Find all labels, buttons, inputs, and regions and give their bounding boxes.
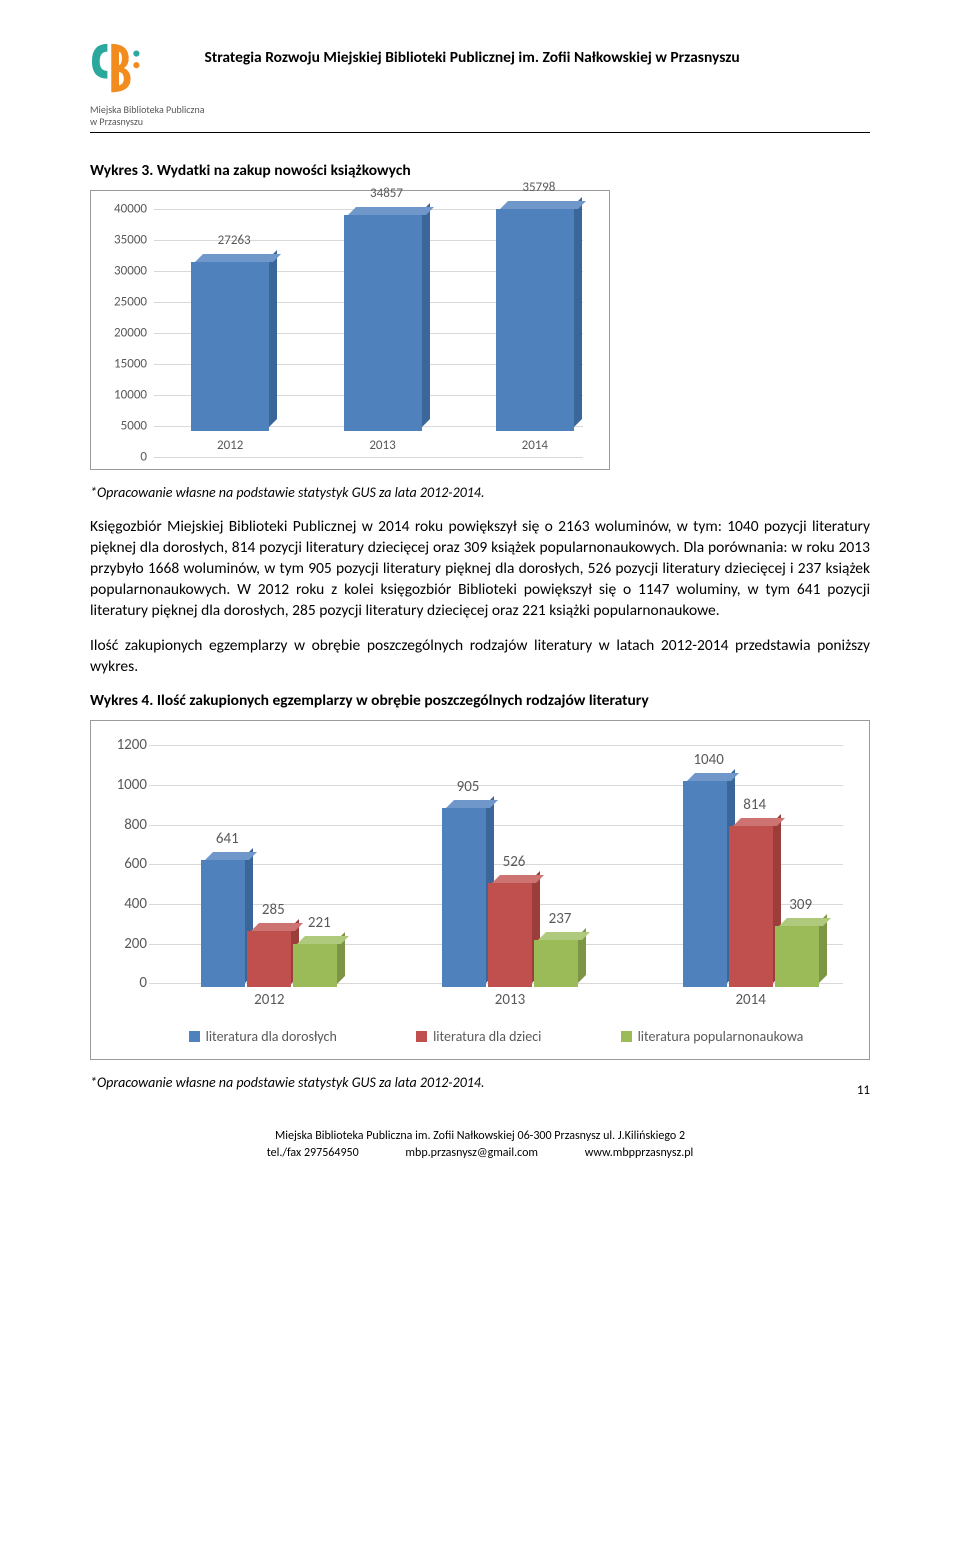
chart1-bar <box>496 209 574 431</box>
chart2-ytick: 1000 <box>99 776 147 794</box>
chart2-xlabel: 2013 <box>495 991 525 1009</box>
footer-url: www.mbpprzasnysz.pl <box>585 1146 694 1160</box>
chart1-ytick: 0 <box>99 450 147 465</box>
library-logo-icon <box>90 40 148 98</box>
legend-swatch <box>189 1031 200 1042</box>
chart2-bar <box>534 940 578 987</box>
chart2-bar <box>775 926 819 987</box>
chart2-value-label: 221 <box>308 914 331 932</box>
chart1-caption: *Opracowanie własne na podstawie statyst… <box>90 484 870 501</box>
chart2-title: Wykres 4. Ilość zakupionych egzemplarzy … <box>90 691 870 710</box>
chart2-value-label: 1040 <box>693 751 723 769</box>
chart2-bar <box>488 883 532 987</box>
chart1-ytick: 30000 <box>99 264 147 279</box>
chart2-bar <box>683 781 727 987</box>
footer-email: mbp.przasnysz@gmail.com <box>405 1146 538 1160</box>
chart2-value-label: 905 <box>457 778 480 796</box>
legend-label: literatura dla dorosłych <box>206 1028 337 1045</box>
chart2-bar <box>201 860 245 987</box>
chart1-ytick: 20000 <box>99 326 147 341</box>
chart2-legend-item: literatura dla dzieci <box>416 1028 541 1045</box>
chart1-bar <box>344 215 422 431</box>
chart1-ytick: 35000 <box>99 233 147 248</box>
chart2-bar <box>442 808 486 987</box>
chart2-xlabel: 2012 <box>254 991 284 1009</box>
footer-line1: Miejska Biblioteka Publiczna im. Zofii N… <box>90 1128 870 1145</box>
chart2-ytick: 800 <box>99 816 147 834</box>
chart2-ytick: 200 <box>99 935 147 953</box>
chart2-legend-item: literatura dla dorosłych <box>189 1028 337 1045</box>
chart2-value-label: 814 <box>743 796 766 814</box>
chart1-value-label: 34857 <box>370 186 403 201</box>
chart1-value-label: 35798 <box>522 180 555 195</box>
logo-block: Miejska Biblioteka Publiczna w Przasnysz… <box>90 40 205 128</box>
chart2-ytick: 600 <box>99 855 147 873</box>
chart2-legend: literatura dla dorosłych literatura dla d… <box>149 1018 843 1045</box>
legend-swatch <box>416 1031 427 1042</box>
chart1-ytick: 40000 <box>99 202 147 217</box>
legend-label: literatura popularnonaukowa <box>638 1028 804 1045</box>
paragraph-1: Księgozbiór Miejskiej Biblioteki Publicz… <box>90 517 870 622</box>
chart2-bar <box>729 826 773 987</box>
chart2-value-label: 526 <box>503 853 526 871</box>
footer-tel: tel./fax 297564950 <box>267 1146 359 1160</box>
chart1-xlabel: 2013 <box>369 438 395 453</box>
chart1-title: Wykres 3. Wydatki na zakup nowości książ… <box>90 161 870 180</box>
chart2-value-label: 237 <box>549 910 572 928</box>
chart1-ytick: 15000 <box>99 357 147 372</box>
page-footer: Miejska Biblioteka Publiczna im. Zofii N… <box>90 1128 870 1162</box>
chart2-ytick: 1200 <box>99 736 147 754</box>
chart1-ytick: 5000 <box>99 419 147 434</box>
legend-swatch <box>621 1031 632 1042</box>
logo-text-line2: w Przasnyszu <box>90 116 205 128</box>
chart2-value-label: 641 <box>216 830 239 848</box>
document-title: Strategia Rozwoju Miejskiej Biblioteki P… <box>205 40 870 67</box>
chart1-bar <box>191 262 269 431</box>
chart2-bar <box>293 944 337 988</box>
chart1-ytick: 25000 <box>99 295 147 310</box>
chart2-value-label: 309 <box>789 896 812 914</box>
logo-text: Miejska Biblioteka Publiczna w Przasnysz… <box>90 104 205 128</box>
chart1-container: 2726334857357980500010000150002000025000… <box>90 190 610 470</box>
chart1-ytick: 10000 <box>99 388 147 403</box>
chart2-ytick: 0 <box>99 974 147 992</box>
chart2-bar <box>247 931 291 988</box>
chart2-ytick: 400 <box>99 895 147 913</box>
paragraph-2: Ilość zakupionych egzemplarzy w obrębie … <box>90 636 870 678</box>
chart1-xlabel: 2014 <box>522 438 548 453</box>
chart2-legend-item: literatura popularnonaukowa <box>621 1028 804 1045</box>
chart2-value-label: 285 <box>262 901 285 919</box>
legend-label: literatura dla dzieci <box>433 1028 541 1045</box>
chart1-xlabel: 2012 <box>217 438 243 453</box>
chart2-xlabel: 2014 <box>735 991 765 1009</box>
page-header: Miejska Biblioteka Publiczna w Przasnysz… <box>90 40 870 133</box>
chart1-value-label: 27263 <box>218 233 251 248</box>
footer-line2: tel./fax 297564950 mbp.przasnysz@gmail.c… <box>90 1145 870 1162</box>
chart2-container: 641 285 221 905 526 237 1040 814 309 0 200 400 600 80… <box>90 720 870 1060</box>
